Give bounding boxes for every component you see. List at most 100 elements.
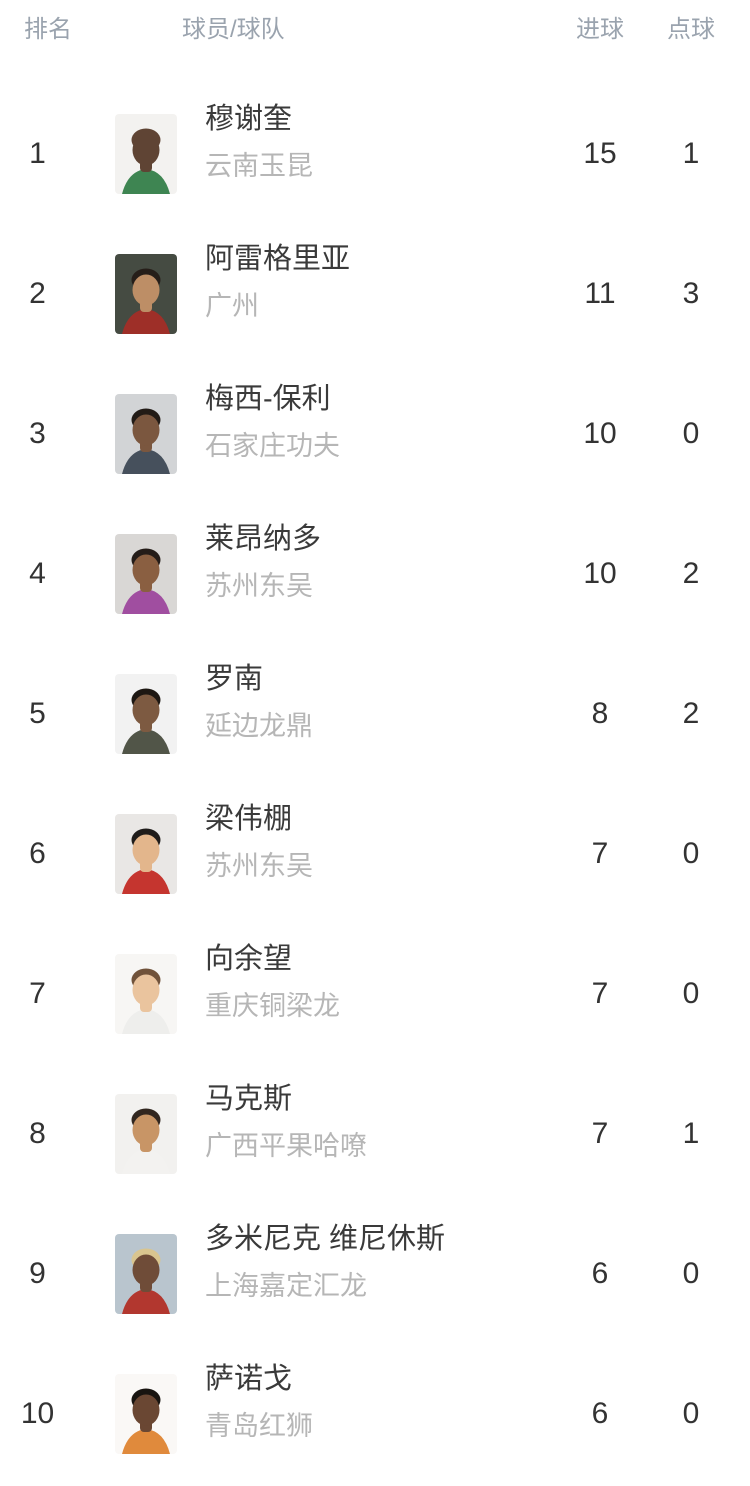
player-cell: 穆谢奎 云南玉昆 (75, 103, 560, 194)
rank-header: 排名 (24, 16, 72, 43)
team-name: 上海嘉定汇龙 (205, 1271, 367, 1301)
player-cell: 梁伟棚 苏州东吴 (75, 803, 560, 894)
player-name: 莱昂纳多 (205, 523, 322, 555)
player-photo (115, 394, 177, 474)
player-photo-icon (115, 1234, 177, 1314)
rank-number: 8 (29, 1117, 46, 1150)
team-name: 石家庄功夫 (205, 431, 340, 461)
scorer-row[interactable]: 4 莱昂纳多 苏州东吴 10 2 (0, 504, 750, 644)
scorer-rows: 1 穆谢奎 云南玉昆 15 1 2 (0, 84, 750, 1484)
scorer-row[interactable]: 5 罗南 延边龙鼎 8 2 (0, 644, 750, 784)
player-name: 多米尼克 维尼休斯 (205, 1223, 446, 1255)
goals-value: 8 (591, 697, 609, 730)
rank-number: 4 (29, 557, 46, 590)
player-info: 阿雷格里亚 广州 (205, 242, 350, 322)
goals-value: 7 (591, 837, 609, 870)
player-cell: 向余望 重庆铜梁龙 (75, 943, 560, 1034)
player-info: 穆谢奎 云南玉昆 (205, 102, 313, 182)
goals-value: 10 (583, 417, 617, 450)
goals-value: 7 (591, 977, 609, 1010)
player-photo-icon (115, 394, 177, 474)
scorer-row[interactable]: 6 梁伟棚 苏州东吴 7 0 (0, 784, 750, 924)
player-info: 马克斯 广西平果哈嘹 (205, 1082, 367, 1162)
goals-value: 15 (583, 137, 617, 170)
scorer-row[interactable]: 1 穆谢奎 云南玉昆 15 1 (0, 84, 750, 224)
penalties-value: 0 (682, 977, 700, 1010)
penalties-value: 1 (682, 1117, 700, 1150)
scorer-row[interactable]: 8 马克斯 广西平果哈嘹 7 1 (0, 1064, 750, 1204)
team-name: 云南玉昆 (205, 151, 313, 181)
player-info: 莱昂纳多 苏州东吴 (205, 522, 321, 602)
player-name: 梁伟棚 (205, 803, 293, 835)
rank-number: 3 (29, 417, 46, 450)
player-photo-icon (115, 954, 177, 1034)
goals-value: 6 (591, 1257, 609, 1290)
team-name: 苏州东吴 (205, 571, 313, 601)
player-team-header: 球员/球队 (182, 16, 285, 43)
goals-value: 7 (591, 1117, 609, 1150)
rank-number: 5 (29, 697, 46, 730)
goals-header: 进球 (576, 16, 624, 43)
rank-number: 9 (29, 1257, 46, 1290)
player-photo (115, 254, 177, 334)
player-name: 向余望 (205, 943, 293, 975)
rank-number: 6 (29, 837, 46, 870)
player-name: 萨诺戈 (205, 1363, 293, 1395)
scorer-row[interactable]: 2 阿雷格里亚 广州 11 3 (0, 224, 750, 364)
player-photo-icon (115, 1094, 177, 1174)
team-name: 青岛红狮 (205, 1411, 313, 1441)
player-info: 罗南 延边龙鼎 (205, 662, 313, 742)
rank-number: 7 (29, 977, 46, 1010)
scorer-row[interactable]: 7 向余望 重庆铜梁龙 7 0 (0, 924, 750, 1064)
player-name: 罗南 (205, 663, 264, 695)
player-photo-icon (115, 674, 177, 754)
team-name: 苏州东吴 (205, 851, 313, 881)
penalties-header: 点球 (667, 16, 715, 43)
player-info: 多米尼克 维尼休斯 上海嘉定汇龙 (205, 1222, 445, 1302)
player-name: 马克斯 (205, 1083, 293, 1115)
scorer-row[interactable]: 3 梅西-保利 石家庄功夫 10 0 (0, 364, 750, 504)
table-header: 排名 球员/球队 进球 点球 (0, 0, 750, 84)
player-cell: 马克斯 广西平果哈嘹 (75, 1083, 560, 1174)
player-photo (115, 1234, 177, 1314)
player-photo (115, 1374, 177, 1454)
goals-value: 6 (591, 1397, 609, 1430)
player-photo-icon (115, 1374, 177, 1454)
penalties-value: 1 (682, 137, 700, 170)
penalties-value: 0 (682, 837, 700, 870)
player-cell: 萨诺戈 青岛红狮 (75, 1363, 560, 1454)
penalties-value: 0 (682, 1397, 700, 1430)
rank-number: 1 (29, 137, 46, 170)
penalties-value: 0 (682, 1257, 700, 1290)
goals-value: 10 (583, 557, 617, 590)
penalties-value: 0 (682, 417, 700, 450)
player-cell: 阿雷格里亚 广州 (75, 243, 560, 334)
player-photo-icon (115, 254, 177, 334)
player-cell: 莱昂纳多 苏州东吴 (75, 523, 560, 614)
scorer-row[interactable]: 9 多米尼克 维尼休斯 上海嘉定汇龙 6 0 (0, 1204, 750, 1344)
rank-number: 10 (20, 1397, 55, 1430)
player-cell: 多米尼克 维尼休斯 上海嘉定汇龙 (75, 1223, 560, 1314)
team-name: 广州 (205, 291, 259, 321)
penalties-value: 2 (682, 697, 700, 730)
player-photo (115, 814, 177, 894)
player-photo-icon (115, 114, 177, 194)
player-photo (115, 674, 177, 754)
player-info: 向余望 重庆铜梁龙 (205, 942, 340, 1022)
player-photo (115, 954, 177, 1034)
player-photo (115, 114, 177, 194)
team-name: 广西平果哈嘹 (205, 1131, 367, 1161)
scorer-row[interactable]: 10 萨诺戈 青岛红狮 6 0 (0, 1344, 750, 1484)
goals-value: 11 (584, 277, 616, 310)
player-info: 梁伟棚 苏州东吴 (205, 802, 313, 882)
player-name: 穆谢奎 (205, 103, 293, 135)
player-photo-icon (115, 534, 177, 614)
player-photo-icon (115, 814, 177, 894)
player-cell: 梅西-保利 石家庄功夫 (75, 383, 560, 474)
penalties-value: 3 (682, 277, 700, 310)
player-name: 梅西-保利 (205, 383, 331, 415)
player-photo (115, 534, 177, 614)
player-photo (115, 1094, 177, 1174)
player-info: 梅西-保利 石家庄功夫 (205, 382, 340, 462)
